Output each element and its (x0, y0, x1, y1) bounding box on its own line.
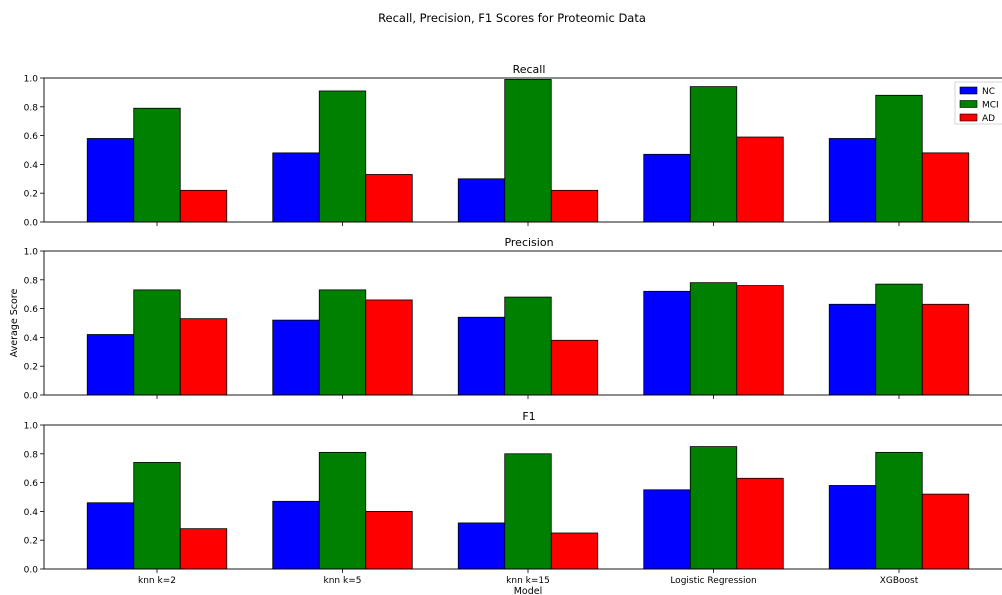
bar-mci (875, 451, 923, 570)
bar-mci (318, 289, 367, 396)
bar-mci (504, 79, 552, 223)
bar-mci (318, 90, 367, 223)
legend-swatch-nc (959, 86, 978, 95)
bar-mci (133, 289, 181, 396)
legend: NC MCI AD (954, 81, 1002, 125)
bar-nc (643, 489, 691, 570)
bar-ad (736, 136, 784, 223)
bar-nc (272, 319, 320, 396)
figure-suptitle: Recall, Precision, F1 Scores for Proteom… (378, 11, 646, 25)
bar-ad (921, 303, 970, 396)
y-tick-label: 0.4 (24, 508, 39, 518)
subplot-title: Precision (504, 236, 553, 249)
bar-nc (457, 522, 506, 570)
x-tick-label: XGBoost (880, 576, 919, 586)
bar-mci (133, 462, 181, 570)
bar-ad (365, 510, 413, 570)
subplot-f1: F1 0.0 0.2 0.4 0.6 0.8 1.0 knn k=2 knn k=5 knn k=… (24, 410, 1002, 586)
axes-frame (43, 250, 1002, 396)
bar-ad (550, 532, 599, 570)
x-tick-label: knn k=15 (506, 576, 550, 586)
bar-ad (550, 339, 599, 396)
y-tick-label: 0.0 (24, 566, 39, 576)
y-axis-label: Average Score (9, 289, 20, 358)
bar-mci (689, 86, 738, 223)
bar-nc (643, 290, 691, 396)
bar-nc (272, 152, 320, 223)
bar-ad (736, 477, 784, 570)
bar-nc (86, 502, 135, 570)
y-tick-label: 1.0 (24, 75, 39, 85)
y-tick-label: 1.0 (24, 422, 39, 432)
bar-mci (133, 107, 181, 223)
y-tick-label: 0.2 (24, 363, 38, 373)
bar-ad (365, 299, 413, 396)
bar-mci (689, 446, 738, 570)
y-tick-label: 0.8 (24, 103, 39, 113)
bar-mci (875, 94, 923, 223)
bar-mci (504, 296, 552, 396)
subplot-title: F1 (522, 410, 535, 423)
y-tick-label: 0.8 (24, 276, 39, 286)
bar-ad (179, 318, 228, 396)
y-tick-label: 0.0 (24, 219, 39, 229)
bar-nc (643, 153, 691, 223)
subplot-recall: Recall 0.0 0.2 0.4 0.6 0.8 1.0 (24, 63, 1002, 229)
bar-ad (179, 528, 228, 570)
bar-nc (457, 178, 506, 223)
bar-nc (86, 138, 135, 223)
bar-mci (875, 283, 923, 396)
y-tick-label: 0.6 (24, 479, 39, 489)
bar-ad (365, 174, 413, 223)
y-tick-label: 0.2 (24, 190, 38, 200)
bar-nc (828, 303, 877, 396)
bar-mci (689, 282, 738, 396)
y-tick-label: 0.2 (24, 537, 38, 547)
legend-label: MCI (982, 101, 999, 111)
y-tick-label: 0.4 (24, 334, 39, 344)
bar-nc (457, 316, 506, 396)
legend-swatch-ad (959, 113, 978, 122)
legend-label: NC (982, 87, 995, 97)
bar-nc (828, 485, 877, 570)
bar-ad (921, 152, 970, 223)
bar-mci (504, 453, 552, 570)
bar-mci (318, 451, 367, 570)
y-tick-label: 0.6 (24, 305, 39, 315)
x-tick-label: knn k=5 (324, 576, 362, 586)
subplot-precision: Precision 0.0 0.2 0.4 0.6 0.8 1.0 (24, 236, 1002, 402)
y-tick-label: 0.4 (24, 161, 39, 171)
axes-frame (43, 424, 1002, 570)
bar-nc (86, 334, 135, 396)
y-tick-label: 1.0 (24, 248, 39, 258)
bar-ad (736, 285, 784, 396)
legend-label: AD (982, 114, 995, 124)
bar-ad (179, 189, 228, 223)
subplots: Recall 0.0 0.2 0.4 0.6 0.8 1.0 Precision 0.0 0.2 0… (24, 63, 1002, 586)
subplot-title: Recall (513, 63, 546, 76)
bar-ad (921, 493, 970, 570)
bar-nc (272, 500, 320, 570)
legend-swatch-mci (959, 100, 978, 108)
y-tick-label: 0.0 (24, 392, 39, 402)
x-axis-label: Model (514, 586, 543, 595)
axes-frame (43, 77, 1002, 223)
x-tick-label: Logistic Regression (670, 576, 756, 586)
bar-nc (828, 138, 877, 223)
x-tick-label: knn k=2 (138, 576, 176, 586)
y-tick-label: 0.6 (24, 132, 39, 142)
bar-ad (550, 189, 599, 223)
y-tick-label: 0.8 (24, 450, 39, 460)
